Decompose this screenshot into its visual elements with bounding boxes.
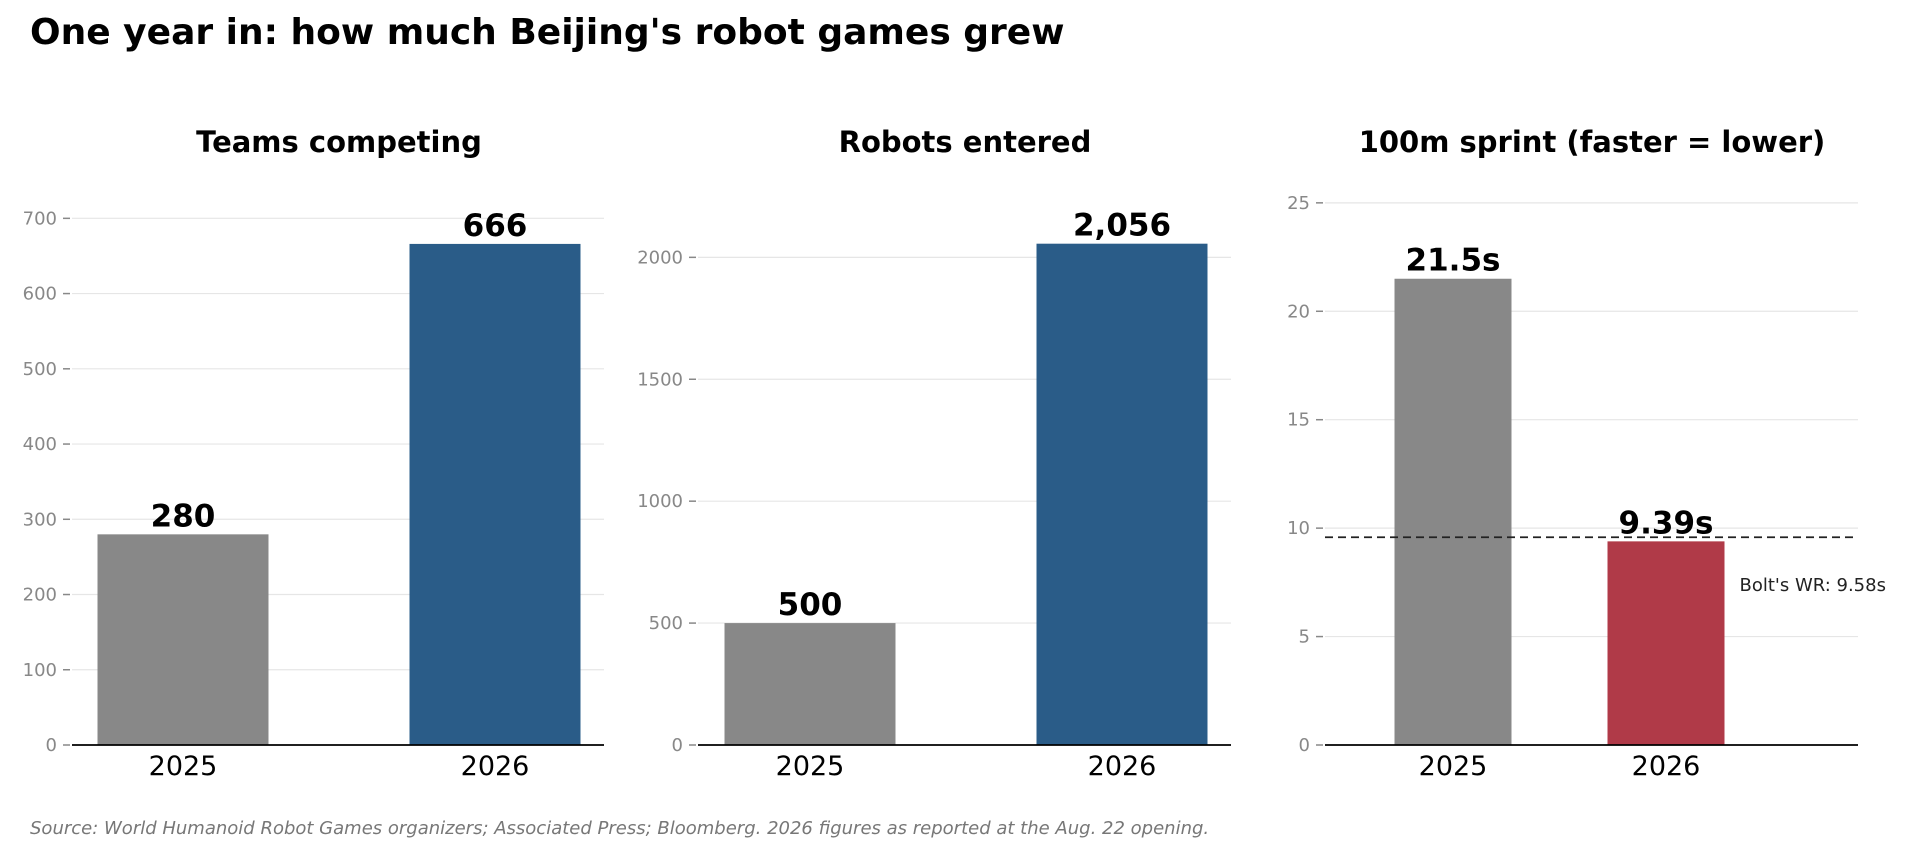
bar-2026 — [1036, 243, 1208, 746]
y-tick-label: 100 — [23, 660, 57, 681]
y-tick-label: 1000 — [637, 491, 683, 512]
data-label: 280 — [151, 498, 216, 534]
y-tick-label: 0 — [672, 735, 683, 756]
x-tick-label: 2026 — [1632, 751, 1701, 782]
y-tick-label: 500 — [23, 359, 57, 380]
panel-title: Robots entered — [839, 125, 1092, 159]
y-tick-label: 20 — [1287, 301, 1310, 322]
data-label: 2,056 — [1073, 208, 1171, 244]
y-tick-label: 500 — [649, 613, 683, 634]
y-tick-label: 300 — [23, 509, 57, 530]
y-tick-label: 1500 — [637, 369, 683, 390]
bar-2025 — [97, 534, 269, 745]
x-tick-label: 2025 — [1419, 751, 1488, 782]
y-tick-label: 2000 — [637, 247, 683, 268]
y-tick-label: 200 — [23, 585, 57, 606]
x-tick-label: 2026 — [461, 751, 530, 782]
chart-panel-3: 100m sprint (faster = lower)051015202521… — [1287, 125, 1886, 782]
x-tick-label: 2025 — [149, 751, 218, 782]
data-label: 9.39s — [1619, 505, 1714, 541]
y-tick-label: 5 — [1299, 627, 1310, 648]
figure-title: One year in: how much Beijing's robot ga… — [30, 12, 1065, 53]
y-tick-label: 400 — [23, 434, 57, 455]
y-tick-label: 700 — [23, 208, 57, 229]
chart-panel-2: Robots entered 0 500 1000 1500 2000 500 2025 2,0… — [637, 125, 1231, 782]
panel-title: 100m sprint (faster = lower) — [1359, 125, 1826, 159]
data-label: 666 — [463, 208, 528, 244]
source-note: Source: World Humanoid Robot Games organ… — [30, 818, 1210, 839]
bar-2026 — [1607, 541, 1725, 745]
y-tick-label: 15 — [1287, 410, 1310, 431]
data-label: 21.5s — [1406, 243, 1501, 279]
reference-label: Bolt's WR: 9.58s — [1740, 575, 1886, 596]
chart-panel-1: Teams competing 0 100 200 300 400 500 600 700 280… — [23, 125, 604, 782]
y-tick-label: 0 — [46, 735, 57, 756]
bar-2026 — [409, 243, 581, 745]
data-label: 500 — [778, 587, 843, 623]
bar-2025 — [724, 623, 896, 745]
panel-title: Teams competing — [196, 125, 482, 159]
y-tick-label: 600 — [23, 284, 57, 305]
bar-2025 — [1394, 278, 1512, 745]
x-tick-label: 2026 — [1088, 751, 1157, 782]
y-tick-label: 10 — [1287, 518, 1310, 539]
x-tick-label: 2025 — [776, 751, 845, 782]
y-tick-label: 25 — [1287, 193, 1310, 214]
y-tick-label: 0 — [1299, 735, 1310, 756]
